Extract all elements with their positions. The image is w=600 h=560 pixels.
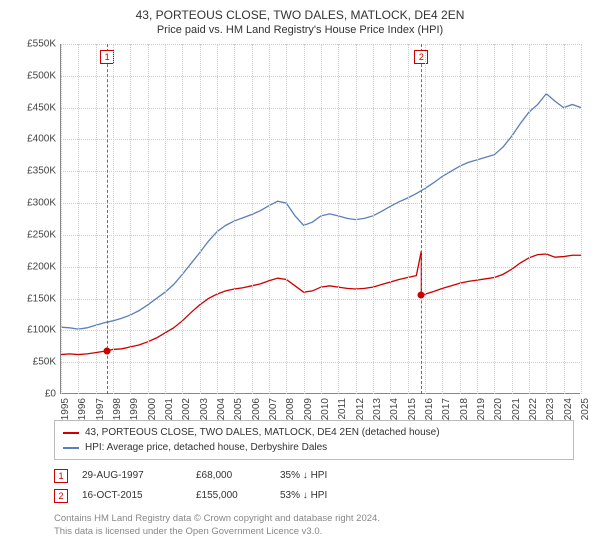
sale-price: £155,000 [196, 486, 266, 506]
y-tick-label: £300K [20, 198, 56, 209]
sale-dot [104, 347, 111, 354]
x-gridline [78, 44, 79, 394]
y-tick-label: £0 [20, 389, 56, 400]
footer-attribution: Contains HM Land Registry data © Crown c… [54, 512, 590, 538]
x-gridline [217, 44, 218, 394]
plot-region: 12 [60, 44, 580, 394]
x-gridline [165, 44, 166, 394]
y-tick-label: £450K [20, 102, 56, 113]
y-tick-label: £400K [20, 134, 56, 145]
sale-row-marker: 1 [54, 469, 68, 483]
x-gridline [564, 44, 565, 394]
footer-line: This data is licensed under the Open Gov… [54, 525, 590, 538]
sale-date: 29-AUG-1997 [82, 466, 182, 486]
sale-date: 16-OCT-2015 [82, 486, 182, 506]
x-gridline [494, 44, 495, 394]
x-gridline [512, 44, 513, 394]
x-gridline [304, 44, 305, 394]
sale-row: 2 16-OCT-2015 £155,000 53% ↓ HPI [54, 486, 574, 506]
y-tick-label: £200K [20, 261, 56, 272]
x-gridline [286, 44, 287, 394]
x-gridline [408, 44, 409, 394]
x-gridline [529, 44, 530, 394]
x-gridline [546, 44, 547, 394]
legend-label: HPI: Average price, detached house, Derb… [85, 440, 327, 455]
x-gridline [234, 44, 235, 394]
sale-dot [418, 292, 425, 299]
x-gridline [477, 44, 478, 394]
x-gridline [356, 44, 357, 394]
sales-table: 1 29-AUG-1997 £68,000 35% ↓ HPI 2 16-OCT-2015… [54, 466, 574, 506]
legend-swatch [63, 447, 79, 449]
sale-row: 1 29-AUG-1997 £68,000 35% ↓ HPI [54, 466, 574, 486]
x-gridline [321, 44, 322, 394]
x-gridline [113, 44, 114, 394]
y-tick-label: £100K [20, 325, 56, 336]
x-gridline [182, 44, 183, 394]
x-gridline [252, 44, 253, 394]
x-gridline [269, 44, 270, 394]
x-gridline [61, 44, 62, 394]
sale-price: £68,000 [196, 466, 266, 486]
sale-marker-box: 2 [414, 50, 428, 64]
footer-line: Contains HM Land Registry data © Crown c… [54, 512, 590, 525]
y-tick-label: £250K [20, 229, 56, 240]
sale-marker-box: 1 [100, 50, 114, 64]
x-gridline [460, 44, 461, 394]
sale-diff: 53% ↓ HPI [280, 486, 327, 506]
chart-area: £0 £50K £100K £150K £200K £250K £300K £350K £400… [20, 44, 580, 414]
sale-vline [107, 44, 108, 394]
x-gridline [148, 44, 149, 394]
legend-swatch [63, 432, 79, 434]
x-gridline [338, 44, 339, 394]
sale-vline [421, 44, 422, 394]
legend-row: 43, PORTEOUS CLOSE, TWO DALES, MATLOCK, … [63, 425, 565, 440]
sale-diff: 35% ↓ HPI [280, 466, 327, 486]
y-tick-label: £550K [20, 39, 56, 50]
x-gridline [425, 44, 426, 394]
chart-subtitle: Price paid vs. HM Land Registry's House … [10, 24, 590, 36]
legend: 43, PORTEOUS CLOSE, TWO DALES, MATLOCK, … [54, 420, 574, 460]
x-gridline [442, 44, 443, 394]
chart-title: 43, PORTEOUS CLOSE, TWO DALES, MATLOCK, … [10, 8, 590, 22]
x-gridline [130, 44, 131, 394]
x-gridline [390, 44, 391, 394]
y-tick-label: £350K [20, 166, 56, 177]
x-gridline [373, 44, 374, 394]
x-gridline [96, 44, 97, 394]
y-tick-label: £500K [20, 70, 56, 81]
y-tick-label: £150K [20, 293, 56, 304]
y-tick-label: £50K [20, 357, 56, 368]
legend-row: HPI: Average price, detached house, Derb… [63, 440, 565, 455]
legend-label: 43, PORTEOUS CLOSE, TWO DALES, MATLOCK, … [85, 425, 440, 440]
x-gridline [581, 44, 582, 394]
x-gridline [200, 44, 201, 394]
sale-row-marker: 2 [54, 489, 68, 503]
